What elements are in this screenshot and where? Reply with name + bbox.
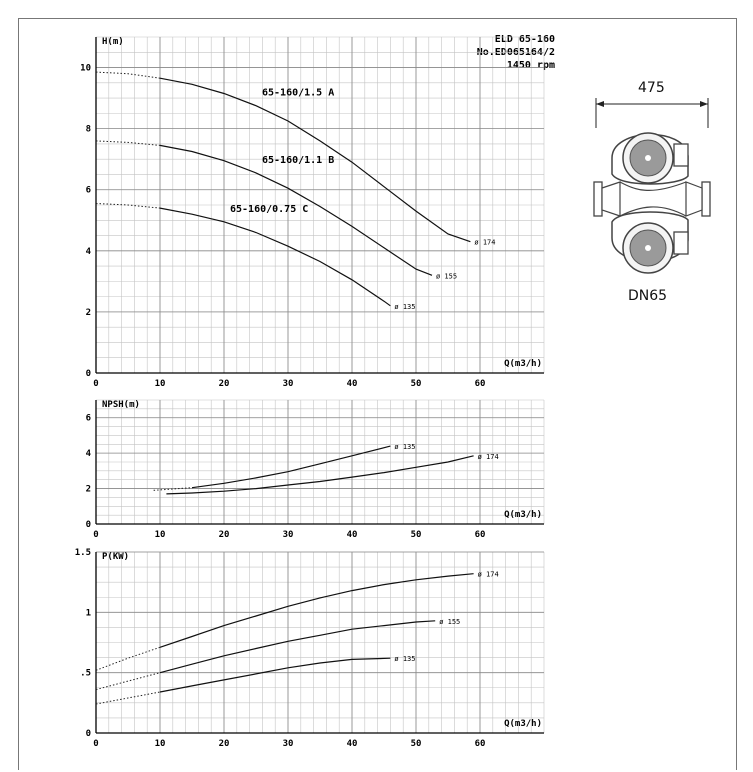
series-line [159, 144, 433, 276]
x-tick-label: 30 [283, 379, 294, 389]
series-line-extrapolated [95, 203, 161, 209]
y-tick-label: 0 [86, 520, 91, 530]
y-tick-label: 1 [86, 608, 91, 618]
series-end-label: ø 155 [436, 272, 457, 280]
series-line [159, 620, 436, 674]
x-tick-label: 40 [347, 739, 358, 749]
flange-size-label: DN65 [628, 288, 668, 304]
x-tick-label: 10 [155, 379, 166, 389]
series-end-label: ø 174 [478, 571, 499, 579]
x-axis-title: Q(m3/h) [504, 359, 542, 369]
x-axis-title: Q(m3/h) [504, 510, 542, 520]
x-tick-label: 10 [155, 739, 166, 749]
x-tick-label: 60 [475, 530, 486, 540]
series-line [159, 573, 474, 648]
chart-panel-2: 0 10 20 30 40 50 60 0 2 4 6 NPSH(m) Q(m3/h) ø 135 ø 17… [86, 399, 545, 540]
width-dimension-label: 475 [638, 80, 665, 96]
y-axis-title: H(m) [102, 37, 124, 47]
series-line [159, 77, 471, 243]
chart-panel-3: 0 10 20 30 40 50 60 0 .5 1 1.5 P(KW) Q(m3/h) ø 174 ø 1… [75, 548, 545, 749]
series-line [159, 207, 391, 307]
series-line-extrapolated [95, 646, 161, 671]
y-tick-label: 4 [86, 247, 92, 257]
x-tick-label: 40 [347, 379, 358, 389]
pump-drawing: 475 DN65 [590, 78, 715, 308]
series-line-extrapolated [95, 71, 161, 79]
y-tick-label: 6 [86, 414, 91, 424]
series-line-extrapolated [95, 672, 161, 691]
x-tick-label: 50 [411, 530, 422, 540]
series-line-extrapolated [153, 487, 193, 491]
y-tick-label: 2 [86, 308, 91, 318]
x-tick-label: 60 [475, 379, 486, 389]
series-end-label: ø 135 [394, 443, 415, 451]
y-tick-label: 10 [80, 64, 91, 74]
x-tick-label: 30 [283, 739, 294, 749]
x-tick-label: 10 [155, 530, 166, 540]
pump-outline-icon [593, 98, 711, 274]
y-tick-label: 1.5 [75, 548, 91, 558]
series-line [159, 657, 391, 693]
series-end-label: ø 135 [394, 303, 415, 311]
series-line [166, 455, 474, 495]
x-axis-title: Q(m3/h) [504, 719, 542, 729]
x-tick-label: 0 [93, 379, 98, 389]
y-tick-label: .5 [80, 669, 91, 679]
series-name-label: 65-160/1.1 B [262, 155, 334, 166]
y-tick-label: 8 [86, 125, 91, 135]
x-tick-label: 40 [347, 530, 358, 540]
model-title: ELD 65-160 [495, 34, 555, 45]
x-tick-label: 0 [93, 530, 98, 540]
y-tick-label: 6 [86, 186, 91, 196]
series-line-extrapolated [95, 691, 161, 705]
x-tick-label: 20 [219, 379, 230, 389]
x-tick-label: 50 [411, 739, 422, 749]
series-name-label: 65-160/1.5 A [262, 88, 334, 99]
series-end-label: ø 174 [474, 239, 495, 247]
x-tick-label: 60 [475, 739, 486, 749]
figure-frame [18, 18, 737, 770]
y-tick-label: 0 [86, 729, 91, 739]
series-end-label: ø 155 [439, 618, 460, 626]
x-tick-label: 20 [219, 739, 230, 749]
y-axis-title: P(KW) [102, 552, 129, 562]
x-tick-label: 50 [411, 379, 422, 389]
x-tick-label: 20 [219, 530, 230, 540]
series-end-label: ø 135 [394, 655, 415, 663]
y-axis-title: NPSH(m) [102, 400, 140, 410]
x-tick-label: 0 [93, 739, 98, 749]
chart-panel-1: 0 10 20 30 40 50 60 0 2 4 6 8 10 H(m) Q(m3/h) ø 174 65-1… [80, 36, 545, 389]
series-name-label: 65-160/0.75 C [230, 204, 308, 215]
y-tick-label: 2 [86, 485, 91, 495]
y-tick-label: 0 [86, 369, 91, 379]
series-line [191, 445, 391, 489]
x-tick-label: 30 [283, 530, 294, 540]
series-line-extrapolated [95, 140, 161, 146]
series-end-label: ø 174 [478, 453, 499, 461]
y-tick-label: 4 [86, 449, 92, 459]
